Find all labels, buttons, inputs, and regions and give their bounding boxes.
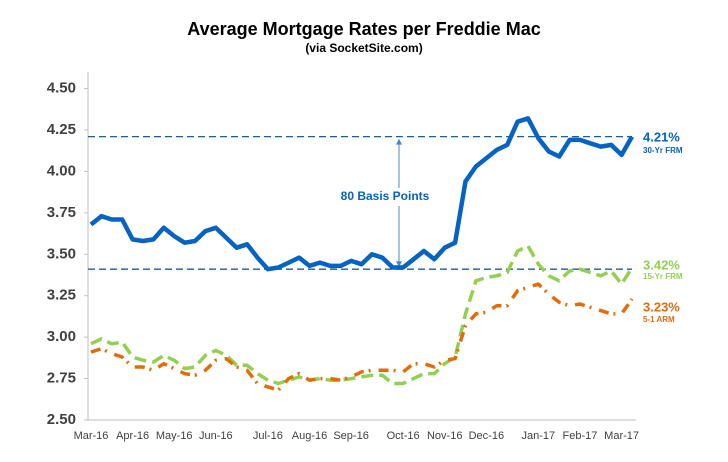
x-tick-label: Aug-16 (292, 430, 327, 442)
x-tick-label: Apr-16 (116, 430, 149, 442)
x-tick-label: Jan-17 (522, 430, 556, 442)
legend-label: 30-Yr FRM (643, 146, 683, 155)
legend-label: 15-Yr FRM (643, 272, 683, 281)
series-line (90, 282, 634, 392)
x-tick-label: Nov-16 (427, 430, 462, 442)
series-line (89, 116, 634, 272)
y-tick-label: 2.50 (47, 411, 76, 428)
x-tick-label: Oct-16 (387, 430, 420, 442)
y-tick-label: 4.50 (47, 80, 76, 97)
y-tick-label: 3.00 (47, 328, 76, 345)
annotation-bg (328, 188, 442, 206)
x-tick-label: Jun-16 (199, 430, 233, 442)
x-tick-label: Mar-16 (74, 430, 109, 442)
end-label: 3.42% (643, 257, 680, 272)
arrow-head (396, 261, 402, 268)
y-tick-label: 4.25 (47, 121, 76, 138)
y-tick-label: 3.50 (47, 245, 76, 262)
arrow-head (396, 138, 402, 145)
x-tick-label: Feb-17 (563, 430, 598, 442)
y-tick-label: 4.00 (47, 162, 76, 179)
chart-subtitle: (via SocketSite.com) (305, 41, 422, 55)
x-tick-label: Mar-17 (604, 430, 639, 442)
y-tick-label: 3.75 (47, 204, 76, 221)
y-tick-label: 2.75 (47, 370, 76, 387)
end-label: 3.23% (643, 299, 680, 314)
legend-label: 5-1 ARM (643, 315, 675, 324)
x-tick-label: Sep-16 (333, 430, 368, 442)
x-tick-label: May-16 (156, 430, 193, 442)
chart-title: Average Mortgage Rates per Freddie Mac (187, 19, 540, 39)
x-tick-label: Jul-16 (253, 430, 283, 442)
annotation: 80 Basis Points (341, 189, 430, 203)
x-tick-label: Dec-16 (469, 430, 504, 442)
end-label: 4.21% (643, 129, 680, 144)
series-line (90, 244, 634, 386)
y-tick-label: 3.25 (47, 287, 76, 304)
